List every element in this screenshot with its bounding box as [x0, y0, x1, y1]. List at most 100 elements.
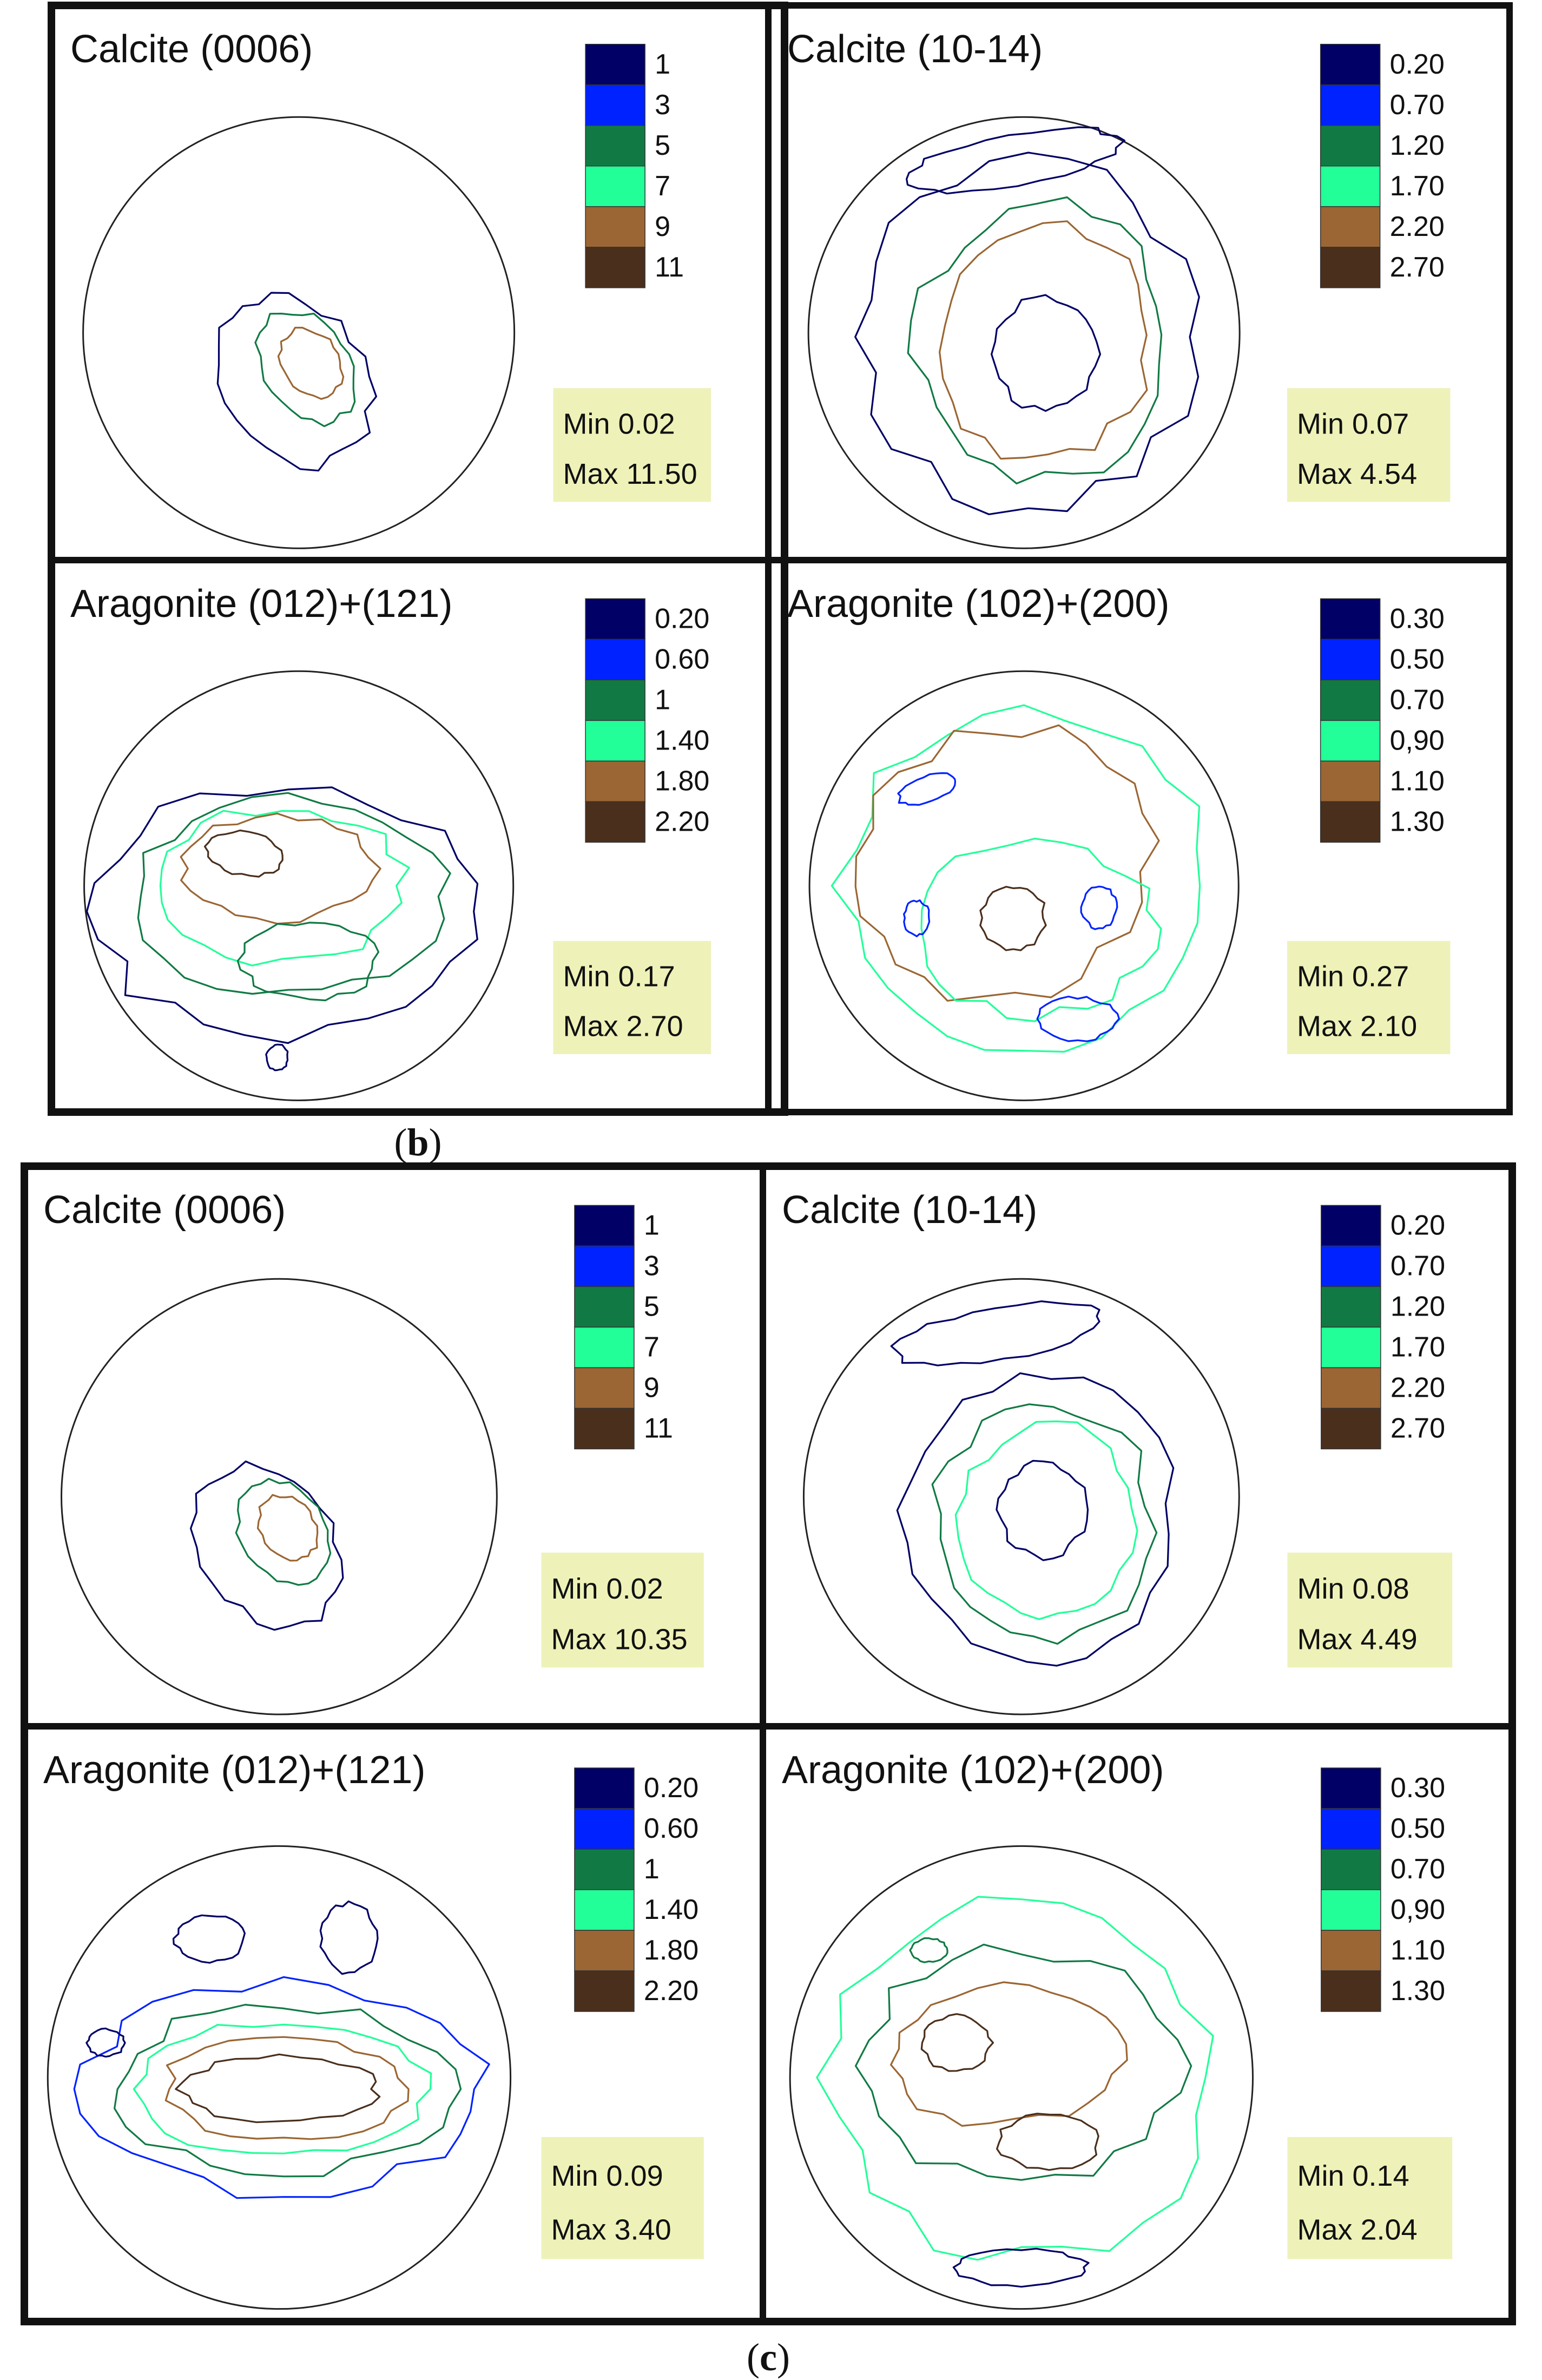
legend-label: 0.30: [1390, 603, 1445, 634]
legend-swatch: [574, 1970, 635, 2012]
contour-level-1: [85, 786, 479, 1044]
legend-label: 1.40: [655, 725, 709, 756]
minmax-box: Min 0.08 Max 4.49: [1287, 1553, 1453, 1668]
legend-label: 0.70: [1390, 684, 1445, 715]
min-value: Min 0.17: [563, 960, 675, 992]
minmax-box: Min 0.17 Max 2.70: [553, 941, 711, 1054]
minmax-box: Min 0.14 Max 2.04: [1287, 2137, 1453, 2259]
legend-label: 0.50: [1391, 1813, 1445, 1844]
figure-frame: [48, 2, 788, 1116]
legend-label: 0.20: [655, 603, 709, 634]
contour-level-4: [159, 810, 410, 967]
legend-label: 7: [655, 170, 670, 202]
legend-swatch: [1321, 1808, 1381, 1850]
panel-title: Calcite (10-14): [787, 28, 1043, 71]
legend-swatch: [1320, 801, 1381, 843]
contour-level-6: [203, 829, 284, 878]
max-value: Max 2.10: [1297, 1010, 1417, 1042]
legend-swatch: [1320, 84, 1381, 126]
contour-level-4: [920, 838, 1162, 1022]
contour-level-1: [216, 292, 377, 472]
minmax-background: [553, 941, 711, 1054]
legend-swatch: [574, 1889, 635, 1931]
caption-close: ): [777, 2336, 790, 2379]
contour-level-3: [907, 196, 1163, 485]
legend-swatch: [585, 206, 645, 248]
legend-swatch: [585, 166, 645, 207]
legend-label: 1.70: [1391, 1331, 1445, 1363]
min-value: Min 0.02: [563, 407, 675, 440]
contour-level-5: [277, 326, 345, 400]
legend-label: 1: [644, 1853, 660, 1885]
legend: 0.20 0.60 1 1.40 1.80 2.20: [585, 598, 709, 843]
legend-label: 2.20: [1391, 1372, 1445, 1403]
legend-label: 1.30: [1391, 1975, 1445, 2007]
panel-c-calcite-0006: Calcite (0006) 1 3 5 7 9 11 Min 0.02 Max 10.35: [21, 1163, 766, 1730]
caption-letter: b: [407, 1121, 429, 1164]
legend-swatch: [574, 1245, 635, 1287]
contour-level-2: [903, 899, 931, 937]
legend-label: 0.20: [644, 1772, 698, 1804]
pole-figure: [807, 116, 1241, 549]
minmax-background: [1287, 388, 1451, 502]
legend-swatch: [1320, 760, 1381, 803]
pole-circle: [83, 670, 515, 1101]
legend-swatch: [1321, 1408, 1381, 1450]
contour-level-2: [73, 1976, 490, 2199]
panel-title: Aragonite (102)+(200): [787, 582, 1169, 626]
legend-swatch: [1321, 1849, 1381, 1890]
contour-level-1: [189, 1460, 344, 1631]
legend-label: 1: [655, 684, 670, 715]
legend-swatch: [574, 1286, 635, 1328]
contour-level-3: [909, 1937, 948, 1963]
legend-label: 0.30: [1391, 1772, 1445, 1804]
min-value: Min 0.14: [1297, 2160, 1409, 2192]
minmax-box: Min 0.02 Max 10.35: [541, 1553, 704, 1668]
max-value: Max 2.70: [563, 1010, 683, 1042]
contour-level-1: [952, 2247, 1090, 2288]
legend-swatch: [1320, 598, 1381, 640]
legend-label: 0.20: [1390, 49, 1445, 80]
contour-level-3: [254, 312, 356, 428]
minmax-background: [541, 1553, 704, 1668]
legend-swatch: [585, 639, 645, 681]
contour-level-1: [172, 1914, 246, 1964]
max-value: Max 11.50: [563, 458, 697, 490]
contour-level-4: [816, 1896, 1214, 2261]
contour-level-1: [991, 294, 1101, 412]
contour-level-5: [180, 812, 381, 925]
legend-swatch: [1320, 166, 1381, 207]
legend-label: 1.30: [1390, 806, 1445, 837]
legend-label: 1.40: [644, 1894, 698, 1925]
legend-swatch: [1320, 125, 1381, 167]
minmax-box: Min 0.09 Max 3.40: [541, 2137, 704, 2259]
contour-level-2: [1080, 885, 1118, 930]
contour-level-4: [954, 1420, 1138, 1620]
legend-swatch: [585, 84, 645, 126]
legend-label: 0.60: [655, 643, 709, 675]
contour-level-5: [854, 724, 1160, 1002]
legend-swatch: [1320, 247, 1381, 288]
max-value: Max 4.54: [1297, 458, 1417, 490]
legend-label: 11: [644, 1412, 673, 1444]
legend-swatch: [1321, 1367, 1381, 1409]
caption-open: (: [747, 2336, 760, 2379]
contour-level-3: [236, 922, 380, 1002]
legend-swatch: [1321, 1930, 1381, 1971]
legend-label: 2.20: [655, 806, 709, 837]
legend-swatch: [585, 760, 645, 803]
legend-label: 1.70: [1390, 170, 1445, 202]
legend: 1 3 5 7 9 11: [585, 44, 684, 288]
pole-figure: [808, 670, 1240, 1101]
legend-label: 0.50: [1390, 643, 1445, 675]
contour-level-6: [175, 2053, 381, 2123]
panel-title: Aragonite (012)+(121): [43, 1748, 425, 1792]
max-value: Max 10.35: [551, 1623, 688, 1655]
legend-swatch: [1320, 679, 1381, 721]
legend-swatch: [585, 247, 645, 288]
legend-label: 0,90: [1391, 1894, 1445, 1925]
contour-level-1: [319, 1900, 379, 1975]
contour-level-3: [235, 1477, 332, 1586]
panel-title: Calcite (10-14): [782, 1188, 1037, 1232]
pole-circle: [61, 1278, 498, 1715]
